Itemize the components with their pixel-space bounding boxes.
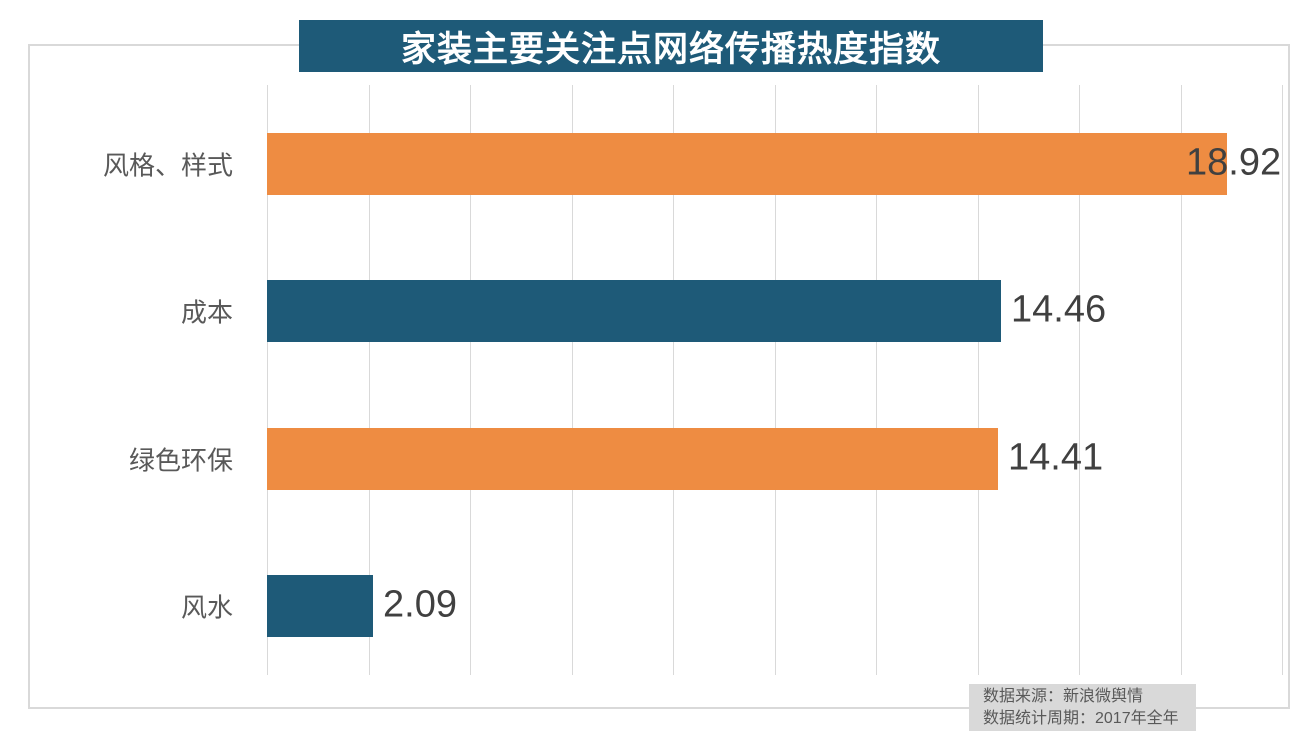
gridline	[876, 85, 877, 675]
gridline	[1181, 85, 1182, 675]
gridline	[1282, 85, 1283, 675]
gridline	[572, 85, 573, 675]
gridline	[1079, 85, 1080, 675]
gridline	[673, 85, 674, 675]
source-note: 数据来源：新浪微舆情 数据统计周期：2017年全年	[969, 684, 1196, 731]
chart-title: 家装主要关注点网络传播热度指数	[400, 29, 941, 69]
gridline	[470, 85, 471, 675]
gridline	[369, 85, 370, 675]
chart-title-box: 家装主要关注点网络传播热度指数	[299, 20, 1043, 72]
gridline	[775, 85, 776, 675]
plot-area	[267, 85, 1283, 675]
gridline	[267, 85, 268, 675]
source-line: 数据来源：新浪微舆情	[983, 688, 1144, 705]
gridline	[978, 85, 979, 675]
period-line: 数据统计周期：2017年全年	[983, 710, 1179, 727]
